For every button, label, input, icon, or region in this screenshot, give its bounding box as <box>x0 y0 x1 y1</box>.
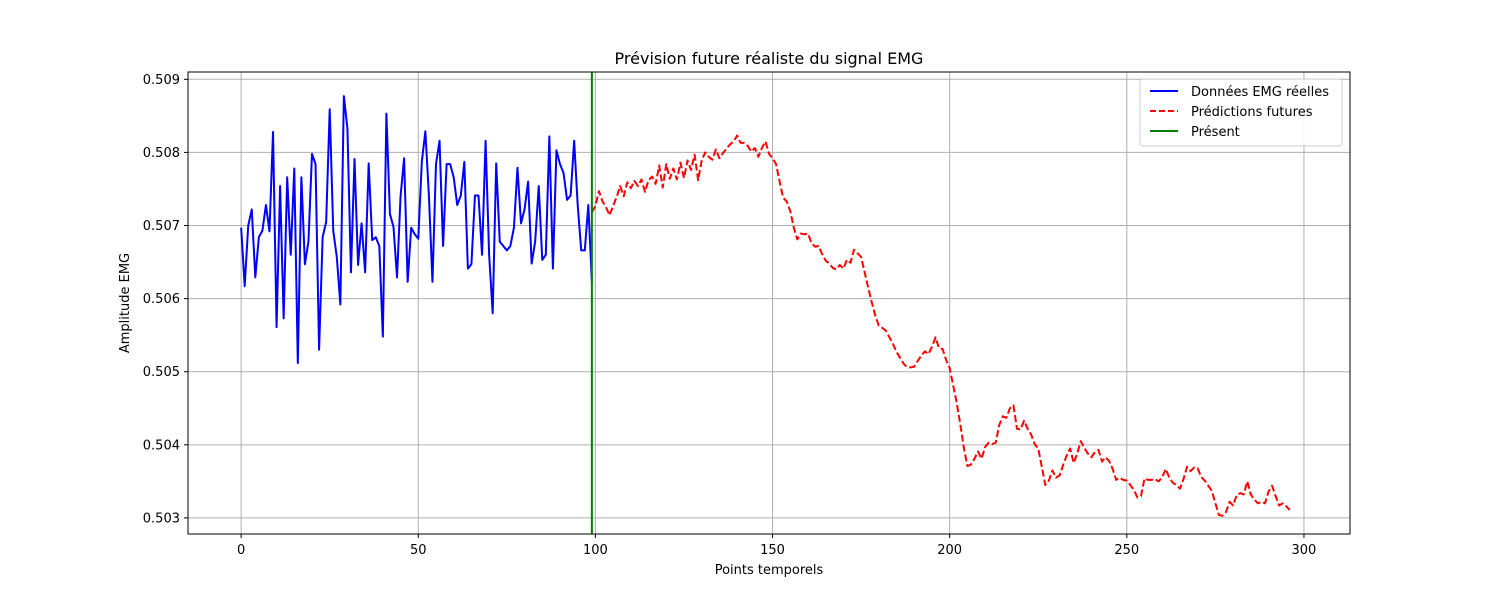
chart-title: Prévision future réaliste du signal EMG <box>615 49 924 68</box>
legend-label-real: Données EMG réelles <box>1191 85 1329 100</box>
y-tick-label: 0.509 <box>143 73 180 88</box>
x-tick-label: 100 <box>583 543 608 558</box>
y-tick-label: 0.506 <box>143 292 180 307</box>
y-tick-label: 0.507 <box>143 219 180 234</box>
y-tick-label: 0.505 <box>143 365 180 380</box>
legend-box <box>1139 78 1343 147</box>
y-tick-label: 0.504 <box>143 438 180 453</box>
x-tick-label: 250 <box>1114 543 1139 558</box>
y-axis-label: Amplitude EMG <box>118 253 133 353</box>
x-tick-label: 150 <box>760 543 785 558</box>
plot-area-frame <box>187 71 1351 535</box>
x-tick-label: 0 <box>237 543 245 558</box>
legend-label-predictions: Prédictions futures <box>1191 105 1313 120</box>
y-tick-label: 0.503 <box>143 511 180 526</box>
series-line-predictions <box>590 134 1291 517</box>
y-tick-label: 0.508 <box>143 146 180 161</box>
legend-label-present: Présent <box>1191 125 1240 140</box>
x-axis-label: Points temporels <box>715 563 824 578</box>
legend: Données EMG réelles Prédictions futures … <box>1139 78 1343 147</box>
x-tick-label: 50 <box>410 543 427 558</box>
x-tick-label: 300 <box>1292 543 1317 558</box>
series-line-real <box>240 95 593 364</box>
x-tick-label: 200 <box>937 543 962 558</box>
